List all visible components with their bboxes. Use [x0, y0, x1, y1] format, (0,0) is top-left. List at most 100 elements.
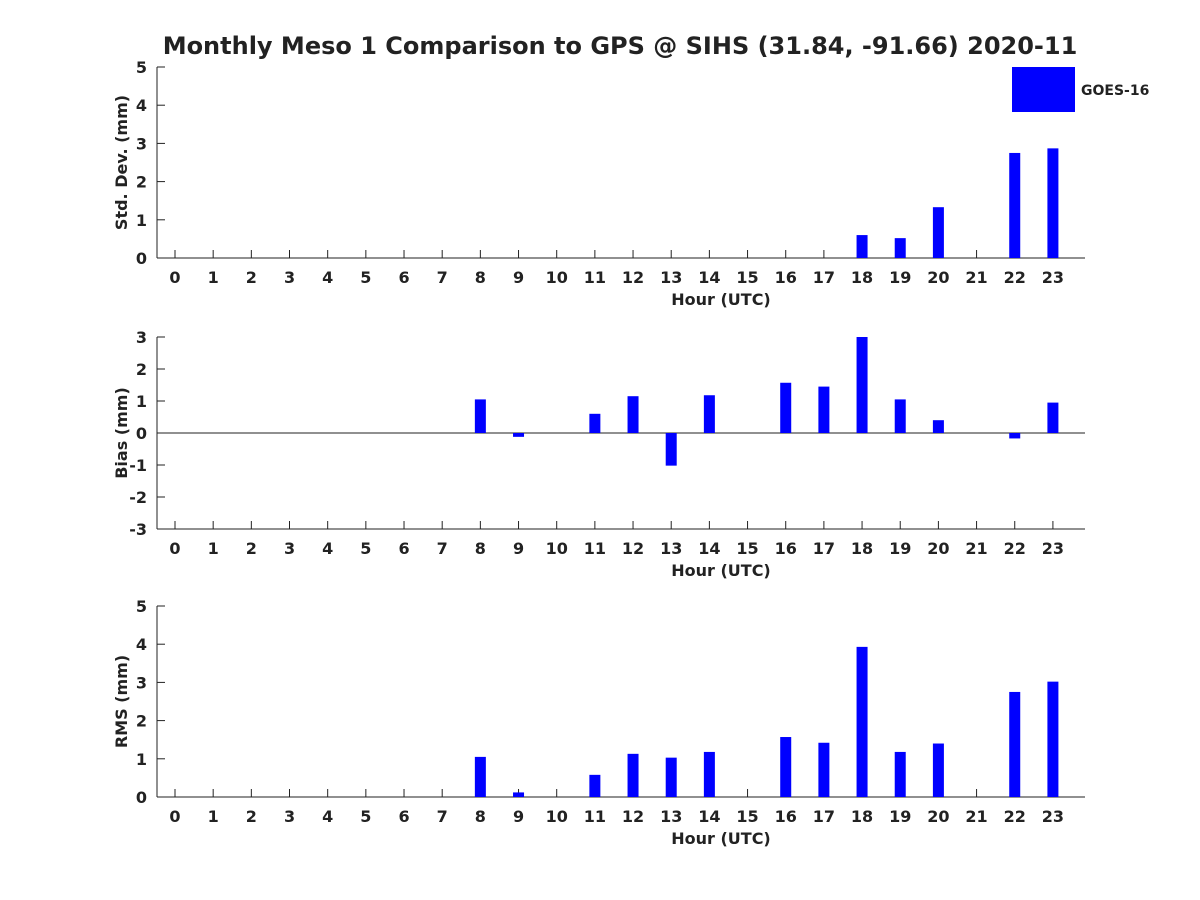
- x-tick-label: 13: [660, 539, 682, 558]
- x-tick-label: 20: [927, 807, 949, 826]
- x-tick-label: 15: [736, 268, 758, 287]
- bar: [627, 396, 639, 433]
- y-tick-label: -3: [129, 520, 147, 539]
- bar: [1009, 433, 1021, 439]
- x-tick-label: 14: [698, 539, 720, 558]
- figure-title: Monthly Meso 1 Comparison to GPS @ SIHS …: [163, 32, 1078, 60]
- x-tick-label: 0: [169, 268, 180, 287]
- bar: [589, 774, 601, 797]
- x-tick-label: 18: [851, 268, 873, 287]
- x-tick-label: 23: [1042, 268, 1064, 287]
- x-tick-label: 7: [437, 268, 448, 287]
- x-tick-label: 5: [360, 539, 371, 558]
- bar: [780, 737, 792, 797]
- bar: [932, 743, 944, 797]
- bar: [856, 646, 868, 797]
- y-tick-label: -1: [129, 456, 147, 475]
- y-axis-label: RMS (mm): [112, 655, 131, 748]
- x-tick-label: 17: [813, 539, 835, 558]
- x-tick-label: 16: [775, 539, 797, 558]
- y-tick-label: 2: [136, 712, 147, 731]
- x-tick-label: 17: [813, 807, 835, 826]
- bar: [627, 753, 639, 797]
- x-tick-label: 5: [360, 807, 371, 826]
- y-tick-label: 5: [136, 58, 147, 77]
- x-tick-label: 13: [660, 807, 682, 826]
- x-tick-label: 3: [284, 807, 295, 826]
- y-tick-label: 0: [136, 424, 147, 443]
- x-tick-label: 3: [284, 539, 295, 558]
- y-axis-label: Std. Dev. (mm): [112, 95, 131, 230]
- bar: [1047, 402, 1059, 433]
- x-tick-label: 23: [1042, 807, 1064, 826]
- x-tick-label: 16: [775, 268, 797, 287]
- bar: [894, 751, 906, 797]
- y-tick-label: 2: [136, 360, 147, 379]
- bar: [1047, 681, 1059, 797]
- bar: [1009, 152, 1021, 258]
- x-tick-label: 8: [475, 268, 486, 287]
- bar: [513, 792, 525, 797]
- x-tick-label: 9: [513, 807, 524, 826]
- y-tick-label: 3: [136, 673, 147, 692]
- x-tick-label: 8: [475, 807, 486, 826]
- x-tick-label: 12: [622, 268, 644, 287]
- bar: [1047, 148, 1059, 258]
- x-tick-label: 19: [889, 268, 911, 287]
- x-tick-label: 2: [246, 268, 257, 287]
- x-tick-label: 3: [284, 268, 295, 287]
- x-tick-label: 20: [927, 539, 949, 558]
- y-tick-label: -2: [129, 488, 147, 507]
- bar: [818, 742, 830, 797]
- bar: [665, 757, 677, 797]
- x-tick-label: 11: [584, 539, 606, 558]
- bar: [474, 756, 486, 797]
- bar: [894, 399, 906, 433]
- bar: [932, 420, 944, 433]
- bar: [894, 238, 906, 258]
- y-tick-label: 1: [136, 750, 147, 769]
- x-tick-label: 6: [398, 539, 409, 558]
- x-tick-label: 11: [584, 807, 606, 826]
- x-tick-label: 10: [546, 268, 568, 287]
- x-tick-label: 10: [546, 807, 568, 826]
- x-tick-label: 6: [398, 807, 409, 826]
- bar: [703, 395, 715, 433]
- x-tick-label: 8: [475, 539, 486, 558]
- y-tick-label: 0: [136, 788, 147, 807]
- x-tick-label: 7: [437, 539, 448, 558]
- x-tick-label: 1: [208, 807, 219, 826]
- x-tick-label: 21: [965, 539, 987, 558]
- y-tick-label: 1: [136, 392, 147, 411]
- x-tick-label: 16: [775, 807, 797, 826]
- x-tick-label: 13: [660, 268, 682, 287]
- x-tick-label: 22: [1004, 268, 1026, 287]
- x-tick-label: 22: [1004, 807, 1026, 826]
- x-tick-label: 2: [246, 807, 257, 826]
- x-axis-label: Hour (UTC): [671, 561, 771, 580]
- x-tick-label: 21: [965, 268, 987, 287]
- bar: [856, 337, 868, 433]
- x-tick-label: 15: [736, 539, 758, 558]
- bar: [856, 235, 868, 258]
- bar: [513, 433, 525, 437]
- y-tick-label: 1: [136, 211, 147, 230]
- x-tick-label: 2: [246, 539, 257, 558]
- x-tick-label: 0: [169, 539, 180, 558]
- y-tick-label: 2: [136, 173, 147, 192]
- x-tick-label: 1: [208, 268, 219, 287]
- bar: [589, 413, 601, 433]
- x-tick-label: 21: [965, 807, 987, 826]
- y-tick-label: 3: [136, 134, 147, 153]
- x-tick-label: 12: [622, 539, 644, 558]
- x-tick-label: 10: [546, 539, 568, 558]
- x-tick-label: 17: [813, 268, 835, 287]
- x-tick-label: 19: [889, 807, 911, 826]
- bar: [703, 751, 715, 797]
- x-tick-label: 19: [889, 539, 911, 558]
- x-tick-label: 7: [437, 807, 448, 826]
- x-tick-label: 18: [851, 807, 873, 826]
